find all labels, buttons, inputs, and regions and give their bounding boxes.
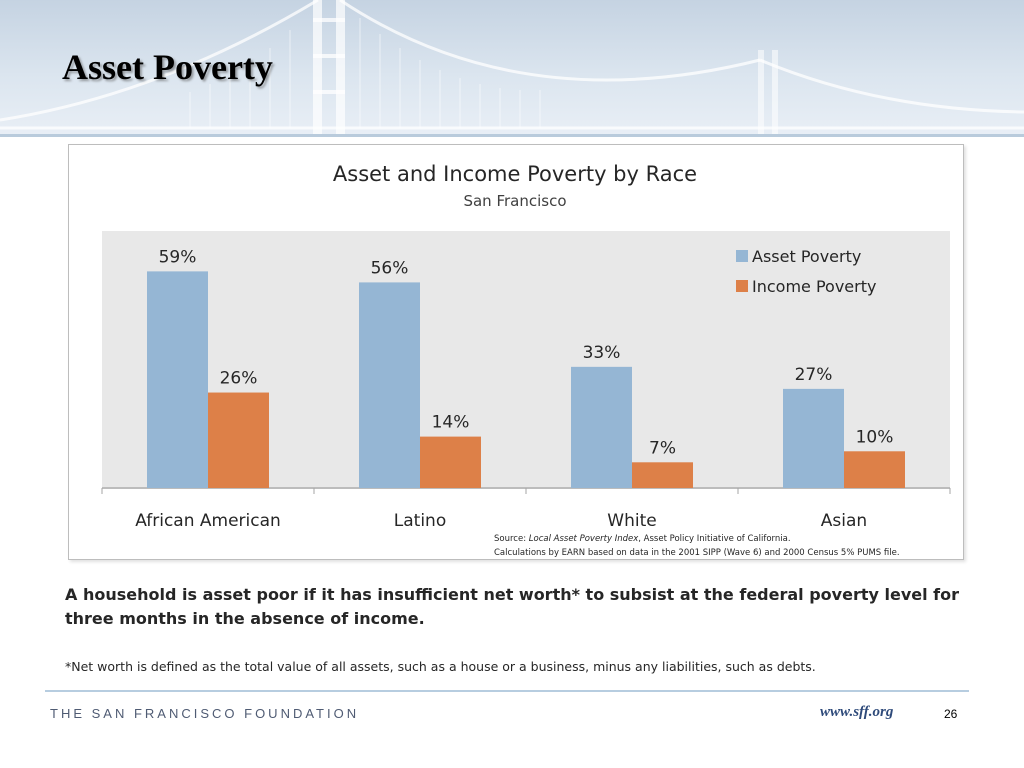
bar-income-poverty bbox=[208, 392, 269, 488]
source-title: Local Asset Poverty Index bbox=[529, 534, 639, 544]
data-label-income-poverty: 7% bbox=[649, 438, 676, 458]
footer-url-link[interactable]: www.sff.org bbox=[820, 704, 894, 720]
category-label: African American bbox=[135, 511, 281, 531]
category-labels-group: African American Latino White Asian bbox=[135, 511, 867, 531]
bar-income-poverty bbox=[844, 451, 905, 488]
legend-swatch bbox=[736, 250, 748, 262]
asset-poverty-definition: A household is asset poor if it has insu… bbox=[65, 585, 959, 628]
golden-gate-bridge-graphic bbox=[0, 0, 1024, 136]
chart-legend: Asset Poverty Income Poverty bbox=[736, 247, 876, 296]
footer-organization: THE SAN FRANCISCO FOUNDATION bbox=[50, 706, 360, 721]
bar-asset-poverty bbox=[147, 271, 208, 488]
data-label-income-poverty: 26% bbox=[220, 369, 258, 389]
chart-title: Asset and Income Poverty by Race bbox=[333, 162, 697, 186]
bar-income-poverty bbox=[632, 462, 693, 488]
bar-income-poverty bbox=[420, 436, 481, 488]
category-label: Asian bbox=[821, 511, 867, 531]
source-prefix: Source: bbox=[494, 534, 529, 544]
category-label: Latino bbox=[394, 511, 446, 531]
data-labels-group: 59% 26% 56% 14% 33% 7% 27% 10% bbox=[159, 247, 894, 458]
source-suffix: , Asset Policy Initiative of California. bbox=[638, 534, 790, 544]
slide-title: Asset Poverty bbox=[62, 47, 273, 87]
data-label-asset-poverty: 56% bbox=[371, 258, 409, 278]
bar-asset-poverty bbox=[359, 282, 420, 488]
bar-asset-poverty bbox=[783, 388, 844, 488]
data-label-income-poverty: 10% bbox=[856, 427, 894, 447]
net-worth-footnote: *Net worth is defined as the total value… bbox=[65, 659, 816, 674]
chart-subtitle: San Francisco bbox=[463, 192, 566, 210]
source-note: Source: Local Asset Poverty Index, Asset… bbox=[494, 534, 791, 544]
data-label-income-poverty: 14% bbox=[432, 413, 470, 433]
x-axis-ticks bbox=[101, 488, 951, 494]
category-label: White bbox=[607, 511, 656, 531]
bar-asset-poverty bbox=[571, 366, 632, 488]
bar-chart: Asset and Income Poverty by Race San Fra… bbox=[101, 162, 951, 558]
data-label-asset-poverty: 59% bbox=[159, 247, 197, 267]
calculations-note: Calculations by EARN based on data in th… bbox=[494, 548, 900, 558]
legend-label: Asset Poverty bbox=[752, 247, 861, 266]
data-label-asset-poverty: 27% bbox=[795, 365, 833, 385]
legend-swatch bbox=[736, 280, 748, 292]
data-label-asset-poverty: 33% bbox=[583, 343, 621, 363]
page-number: 26 bbox=[944, 707, 958, 721]
header-divider bbox=[0, 134, 1024, 137]
footer-divider bbox=[45, 690, 969, 692]
chart-frame: Asset and Income Poverty by Race San Fra… bbox=[68, 144, 964, 560]
legend-label: Income Poverty bbox=[752, 277, 876, 296]
slide-header: Asset Poverty bbox=[0, 0, 1024, 136]
bars-group bbox=[147, 271, 905, 488]
